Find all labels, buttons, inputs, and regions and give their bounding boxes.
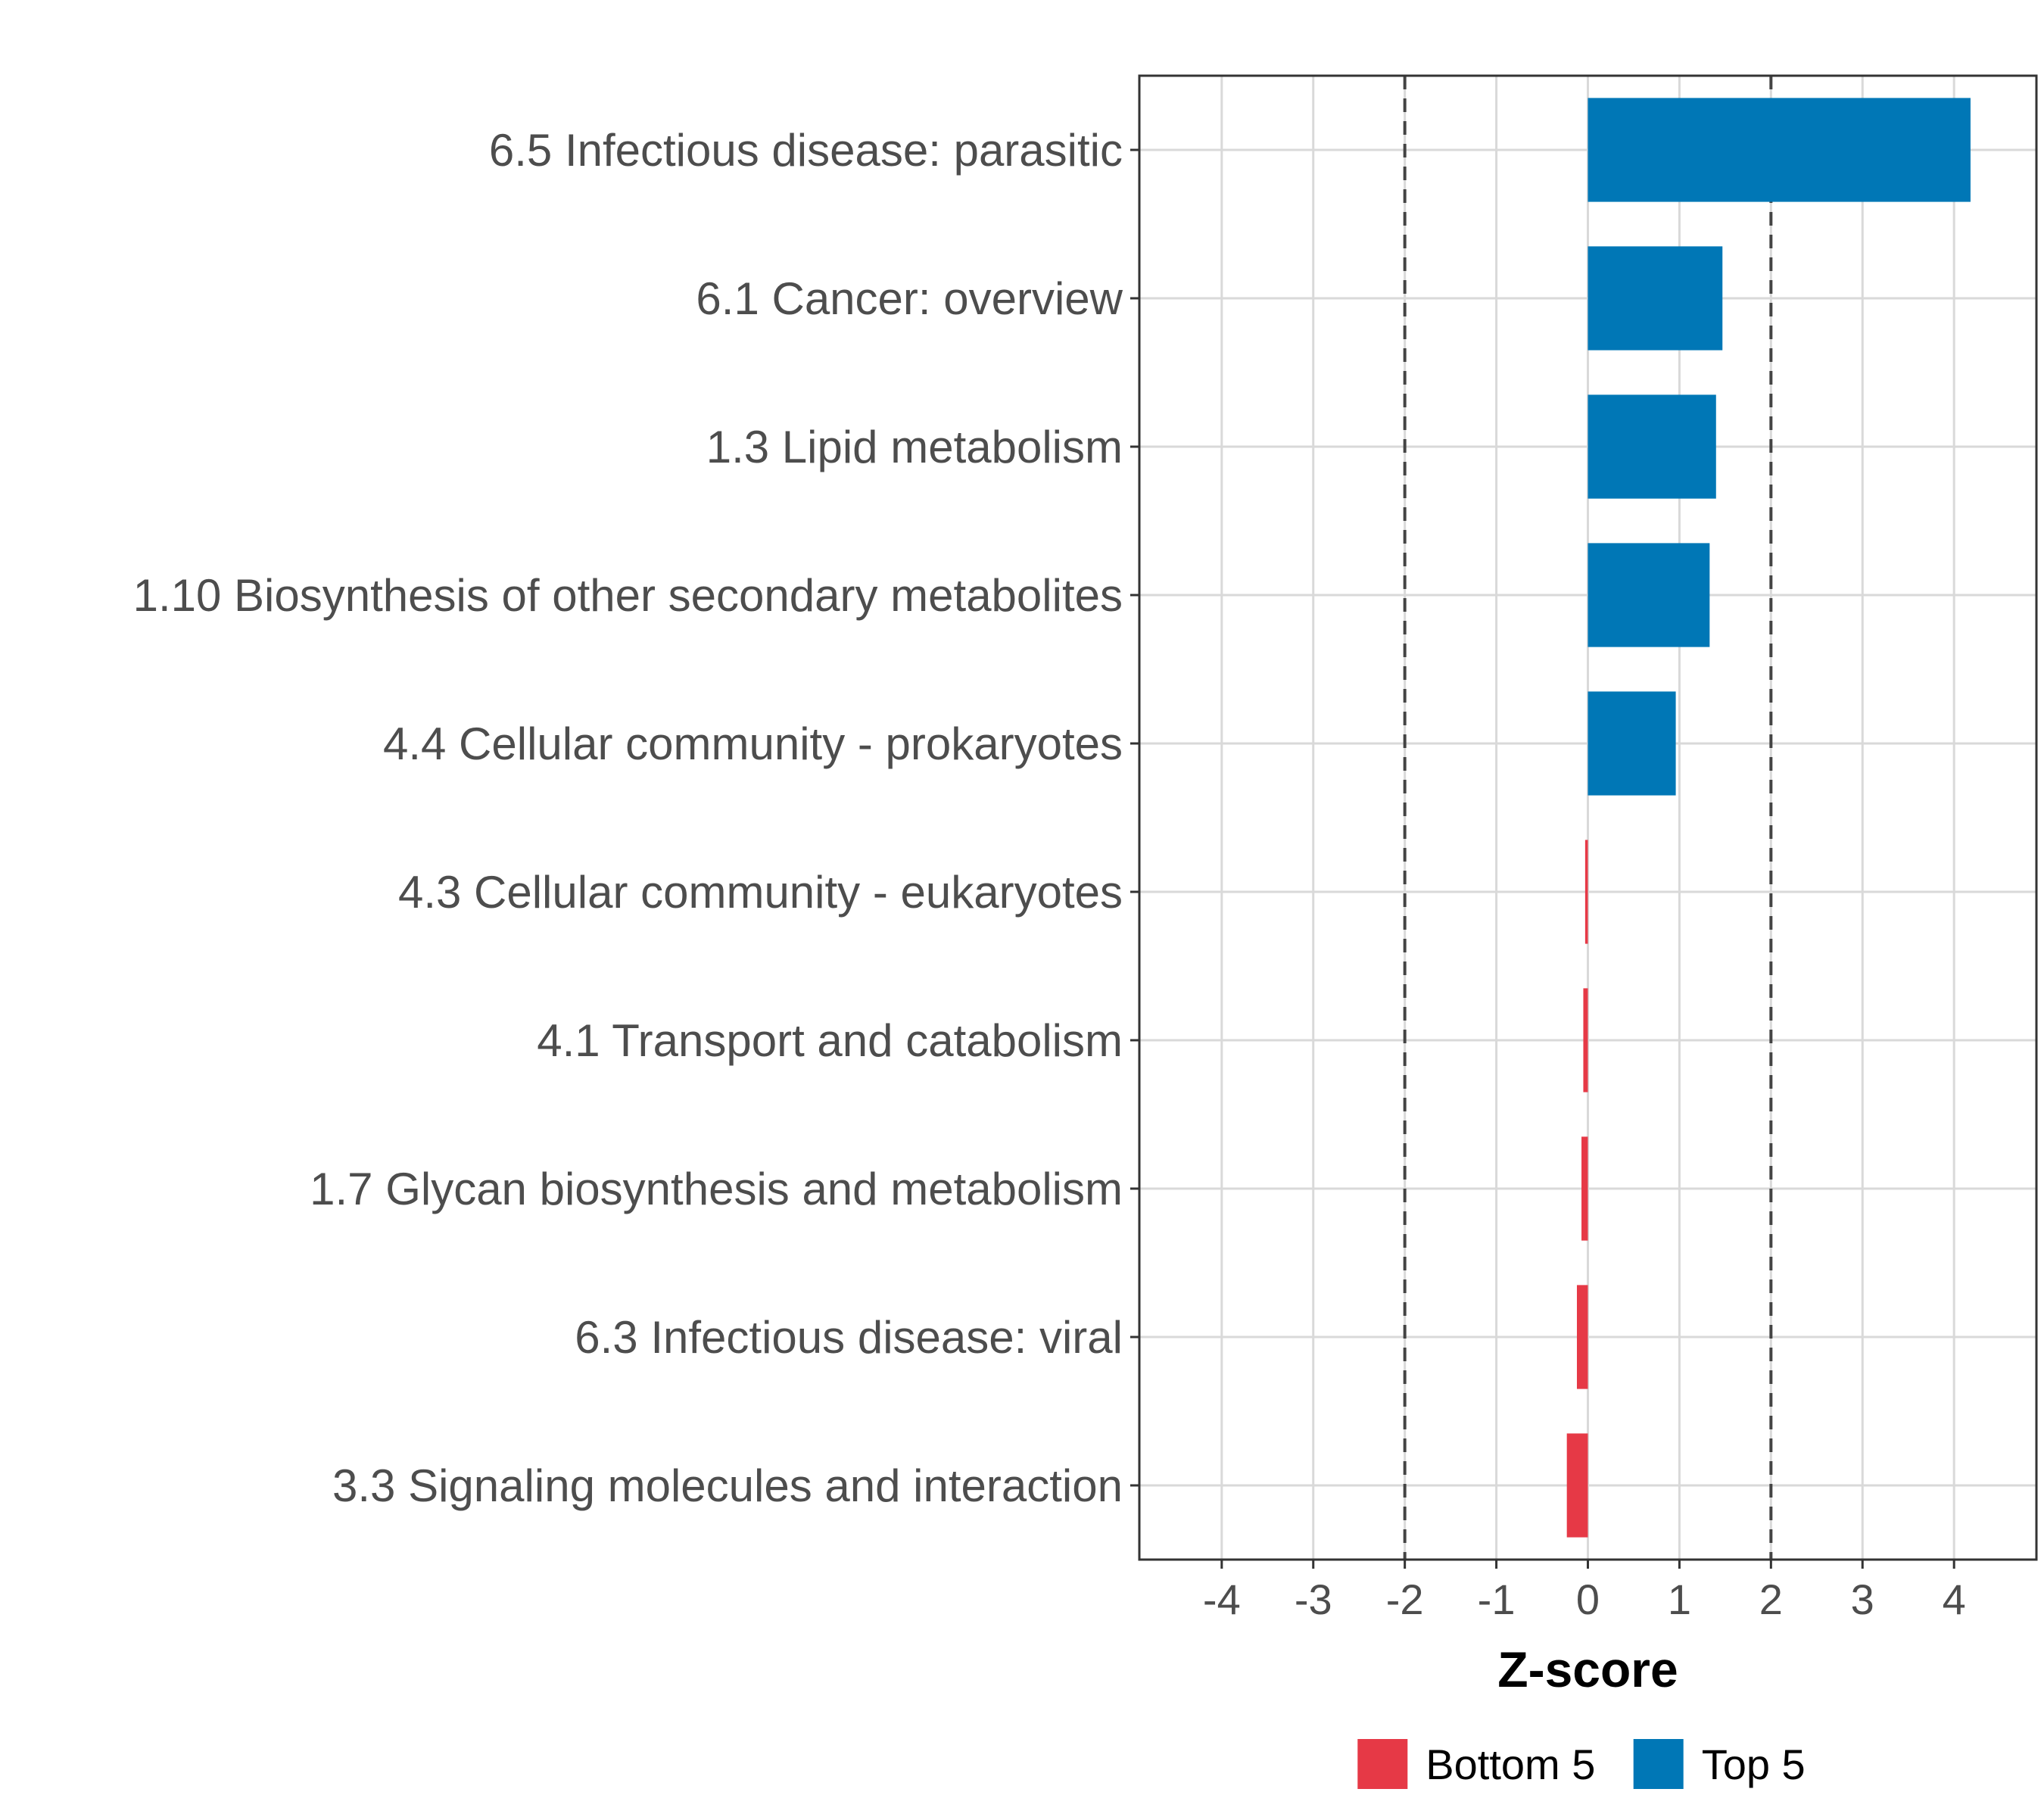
y-tick-label: 4.4 Cellular community - prokaryotes [383, 718, 1123, 769]
legend-label: Top 5 [1702, 1741, 1806, 1788]
bar [1576, 1285, 1588, 1389]
bar [1588, 543, 1710, 647]
x-tick-label: 1 [1668, 1575, 1691, 1623]
x-axis-title: Z-score [1497, 1641, 1678, 1697]
bar [1588, 98, 1971, 202]
x-tick-label: 4 [1943, 1575, 1966, 1623]
bar [1588, 394, 1716, 499]
x-tick-label: -2 [1386, 1575, 1424, 1623]
y-tick-label: 4.3 Cellular community - eukaryotes [398, 867, 1123, 918]
x-tick-label: 2 [1759, 1575, 1783, 1623]
bar [1588, 691, 1676, 796]
x-tick-label: -3 [1295, 1575, 1332, 1623]
y-tick-label: 3.3 Signaling molecules and interaction [332, 1460, 1123, 1511]
reference-lines [1403, 76, 1773, 1560]
bar [1588, 246, 1723, 351]
bar [1584, 840, 1588, 944]
legend: Bottom 5 Top 5 [1357, 1739, 1806, 1789]
bars [1566, 98, 1971, 1538]
legend-label: Bottom 5 [1426, 1741, 1595, 1788]
x-tick-label: -1 [1478, 1575, 1516, 1623]
x-tick-label: 0 [1576, 1575, 1600, 1623]
y-axis: 6.5 Infectious disease: parasitic 6.1 Can… [133, 125, 1139, 1511]
y-tick-label: 6.3 Infectious disease: viral [575, 1312, 1123, 1363]
y-tick-label: 4.1 Transport and catabolism [537, 1015, 1123, 1066]
bar [1583, 988, 1588, 1092]
legend-key [1357, 1739, 1408, 1789]
bar [1566, 1433, 1588, 1538]
y-tick-label: 1.3 Lipid metabolism [706, 422, 1123, 472]
x-axis: -4 -3 -2 -1 0 1 2 3 4 [1203, 1560, 1966, 1623]
y-tick-label: 6.1 Cancer: overview [696, 273, 1123, 324]
y-tick-label: 6.5 Infectious disease: parasitic [489, 125, 1123, 176]
y-tick-label: 1.7 Glycan biosynthesis and metabolism [310, 1164, 1123, 1214]
y-tick-label: 1.10 Biosynthesis of other secondary met… [133, 570, 1123, 621]
x-tick-label: -4 [1203, 1575, 1241, 1623]
x-tick-label: 3 [1851, 1575, 1874, 1623]
legend-key [1633, 1739, 1684, 1789]
bar [1581, 1136, 1588, 1241]
